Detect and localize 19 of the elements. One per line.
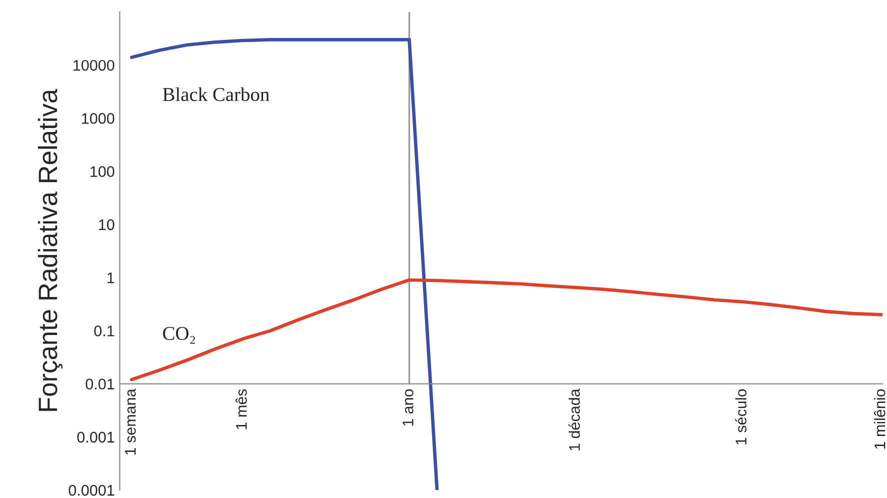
y-tick-label: 10000 (74, 60, 114, 71)
x-tick-label: 1 milênio (874, 389, 886, 449)
x-tick-label: 1 século (735, 389, 746, 444)
y-tick-label: 100 (90, 166, 114, 177)
y-tick-label: 0.01 (86, 378, 114, 390)
series-label: CO₂ (163, 326, 195, 344)
y-tick-label: 0.001 (77, 432, 114, 443)
y-tick-label: 0.0001 (68, 484, 114, 496)
series-label: Black Carbon (162, 87, 270, 102)
y-tick-label: 1 (108, 272, 114, 284)
y-tick-label: 1000 (82, 113, 114, 124)
x-tick-label: 1 década (568, 388, 580, 450)
y-tick-label: 0.1 (94, 326, 114, 336)
x-tick-label: 1 ano (402, 389, 414, 426)
y-axis-title: Forçante Radiativa Relativa (38, 88, 63, 411)
line-series (130, 278, 883, 382)
x-tick-label: 1 mês (236, 389, 247, 430)
y-tick-label: 10 (99, 219, 114, 230)
x-tick-label: 1 semana (125, 388, 136, 455)
